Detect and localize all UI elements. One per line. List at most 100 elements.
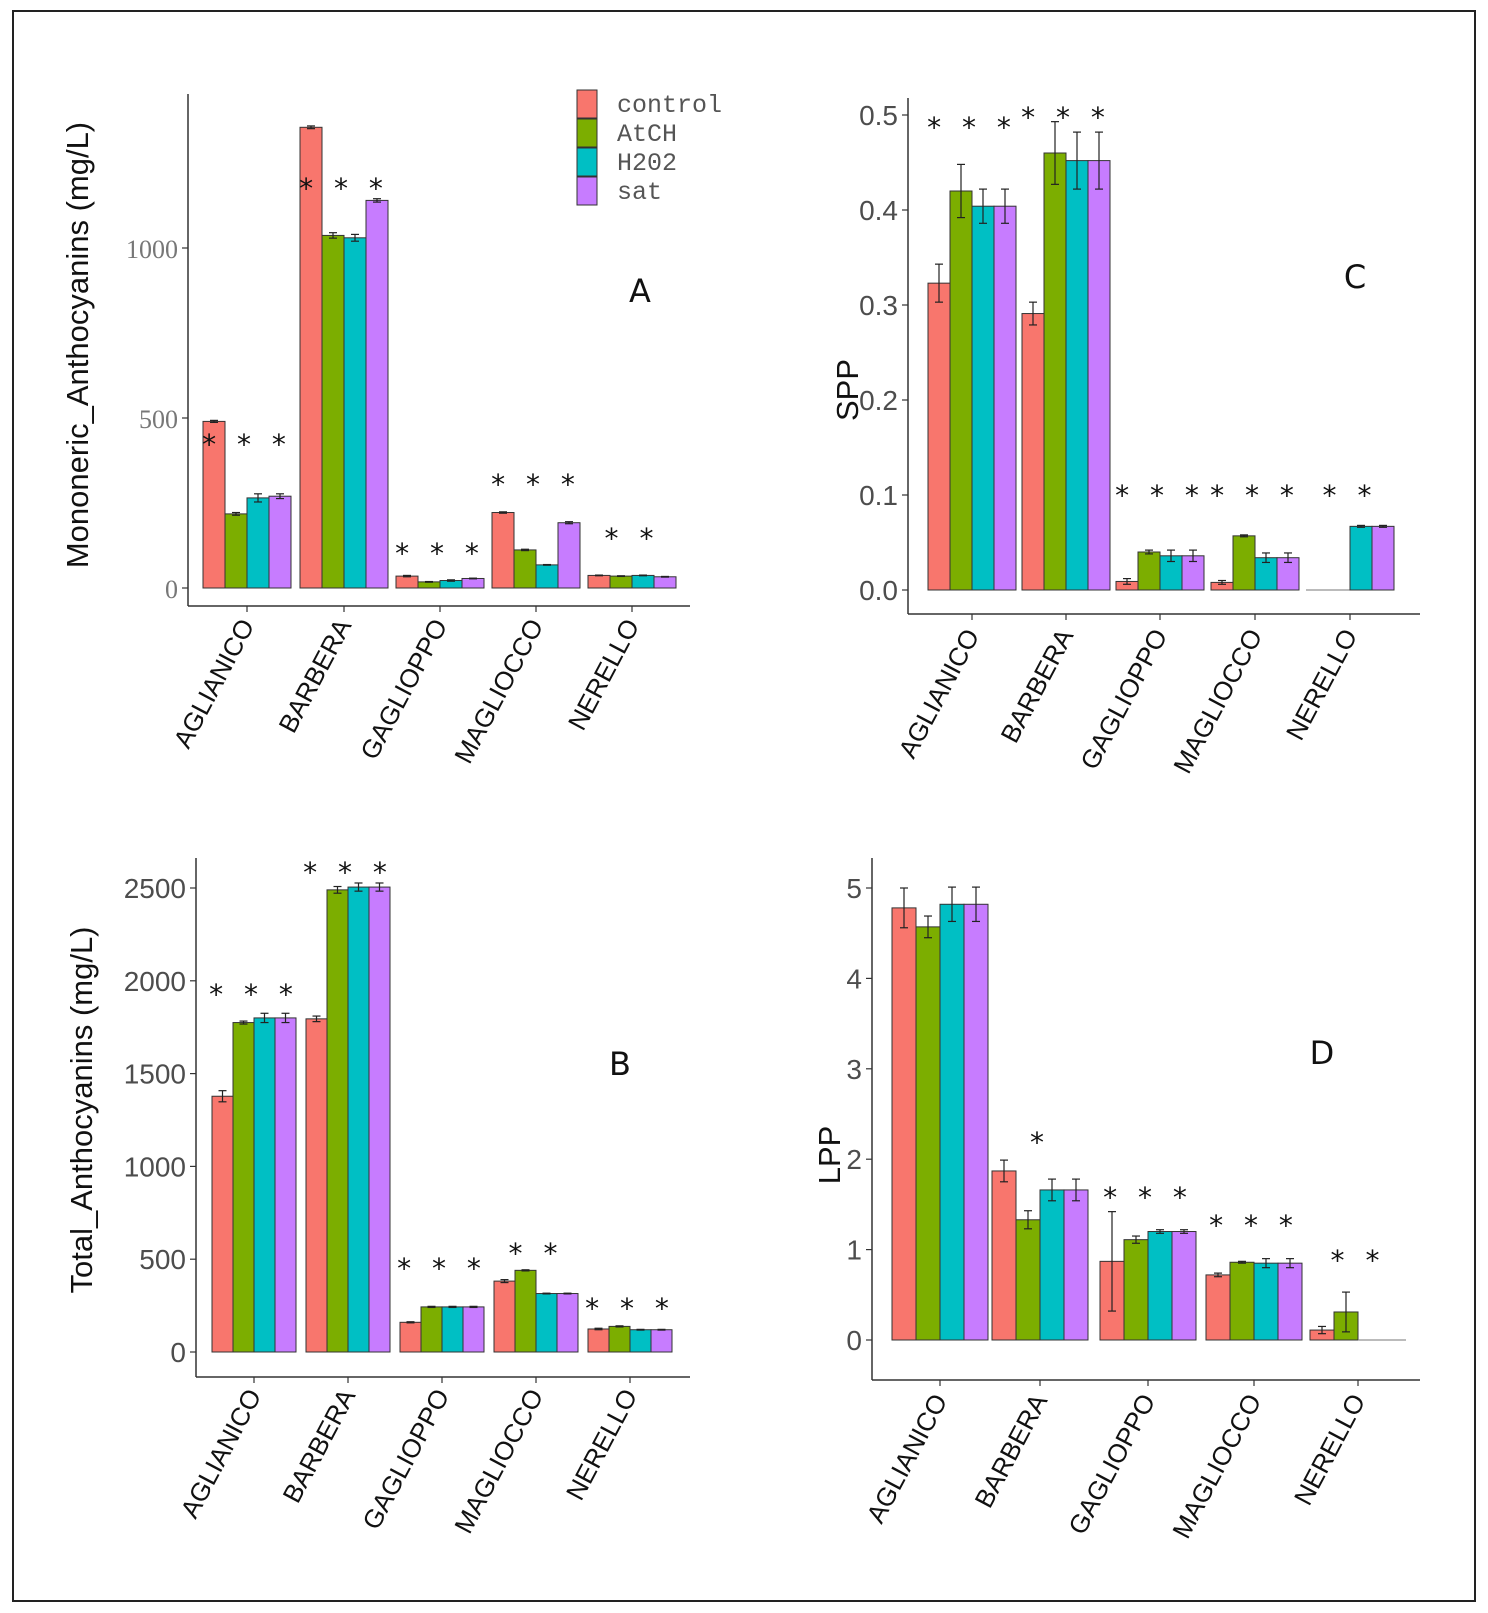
legend-label-H2O2: H202	[617, 149, 677, 178]
bar-sat	[461, 577, 485, 589]
bar-H2O2	[971, 205, 995, 591]
bar-H2O2	[1253, 1262, 1279, 1341]
bar-AtCH	[1232, 535, 1256, 591]
bar-sat	[993, 205, 1017, 591]
x-tick-label: AGLIANICO	[892, 624, 985, 763]
panel-a: 0 500 1000 Mononeric_Anthocyanins (mg/L) AGL…	[60, 89, 722, 768]
bar-control	[493, 1280, 516, 1353]
significance-label: *	[1030, 1126, 1050, 1159]
bar-AtCH	[321, 234, 345, 589]
panel-letter: B	[609, 1045, 631, 1083]
bar-sat	[556, 1293, 579, 1353]
significance-label: * * *	[303, 856, 393, 889]
bar-control	[1021, 313, 1045, 591]
bar-AtCH	[1015, 1219, 1041, 1341]
y-tick-label: 2500	[124, 873, 186, 904]
x-tick-label: AGLIANICO	[174, 1384, 267, 1523]
bar-H2O2	[253, 1017, 276, 1353]
x-tick-label: BARBERA	[276, 1383, 361, 1507]
bar-sat	[963, 903, 989, 1341]
bar-AtCH	[949, 190, 973, 591]
x-tick-label: BARBERA	[968, 1388, 1053, 1512]
significance-label: * * *	[202, 428, 292, 461]
x-tick-label: MAGLIOCCO	[1167, 624, 1268, 778]
panel-d: 0 1 2 3 4 5 LPP AGLIANICO BARBERA * GAGLIOPPO * * *…	[812, 858, 1420, 1543]
y-tick-label: 1000	[126, 235, 178, 264]
significance-label: * * *	[1210, 479, 1300, 512]
bar-sat	[365, 199, 389, 589]
bar-AtCH	[915, 926, 941, 1341]
x-tick-label: NERELLO	[1280, 624, 1363, 745]
y-tick-label: 0.3	[859, 290, 898, 321]
bar-group-nerello	[587, 1325, 673, 1353]
significance-label: * * *	[491, 468, 581, 501]
x-tick-label: MAGLIOCCO	[448, 614, 549, 768]
bar-sat	[653, 576, 677, 589]
y-axis-label: SPP	[830, 359, 865, 421]
bar-control	[491, 512, 515, 589]
bar-H2O2	[246, 497, 270, 589]
significance-label: * *	[1331, 1244, 1386, 1277]
y-tick-label: 0.1	[859, 480, 898, 511]
bar-sat	[1277, 1262, 1303, 1341]
bar-sat	[268, 495, 292, 589]
significance-label: * * *	[1115, 479, 1205, 512]
bar-group-aglianico	[211, 1012, 297, 1353]
bar-H2O2	[631, 574, 655, 589]
significance-label: * *	[1323, 479, 1378, 512]
significance-label: * * *	[927, 111, 1017, 144]
significance-label: * * *	[299, 172, 389, 205]
y-tick-label: 5	[846, 873, 862, 904]
y-tick-label: 0	[165, 575, 178, 604]
bar-control	[587, 574, 611, 589]
bar-control	[399, 1321, 422, 1353]
bar-control	[587, 1328, 610, 1353]
bar-H2O2	[535, 1293, 558, 1353]
bar-sat	[1171, 1231, 1197, 1341]
legend-label-sat: sat	[617, 178, 662, 207]
y-tick-label: 2	[846, 1144, 862, 1175]
bar-control	[891, 907, 917, 1341]
bar-group-gaglioppo	[399, 1305, 485, 1353]
y-tick-label: 1000	[124, 1151, 186, 1182]
bar-sat	[650, 1329, 673, 1353]
bar-control	[305, 1018, 328, 1353]
y-tick-label: 0	[170, 1337, 186, 1368]
bar-H2O2	[441, 1306, 464, 1353]
bar-AtCH	[1043, 152, 1067, 591]
bar-group-nerello	[1309, 1291, 1406, 1341]
y-tick-label: 2000	[124, 966, 186, 997]
bar-group-magliocco	[1210, 534, 1300, 591]
bar-H2O2	[1349, 525, 1373, 591]
bar-AtCH	[608, 1325, 631, 1353]
y-tick-label: 1500	[124, 1059, 186, 1090]
bar-group-barbera	[305, 882, 391, 1353]
x-tick-label: MAGLIOCCO	[1166, 1389, 1267, 1543]
bar-AtCH	[513, 549, 537, 589]
bar-sat	[368, 886, 391, 1353]
legend-swatch-control	[576, 89, 598, 119]
bar-group-magliocco	[491, 511, 581, 589]
x-tick-label: GAGLIOPPO	[1074, 624, 1173, 775]
bar-H2O2	[535, 564, 559, 589]
bar-control	[395, 575, 419, 589]
bar-group-nerello	[1306, 524, 1395, 591]
bar-group-nerello	[587, 574, 677, 589]
significance-label: * *	[605, 522, 660, 555]
bar-sat	[1087, 160, 1111, 591]
bar-H2O2	[1039, 1189, 1065, 1341]
panel-letter: C	[1344, 258, 1366, 296]
x-tick-label: BARBERA	[994, 623, 1079, 747]
legend-swatch-AtCH	[576, 118, 598, 148]
bar-group-aglianico	[891, 886, 989, 1341]
panel-letter: D	[1310, 1034, 1335, 1072]
bar-group-barbera	[991, 1159, 1089, 1341]
x-tick-label: AGLIANICO	[860, 1389, 953, 1528]
bar-group-gaglioppo	[395, 574, 485, 589]
legend-label-control: control	[617, 91, 722, 120]
significance-label: * * *	[209, 978, 299, 1011]
bar-control	[991, 1170, 1017, 1341]
bar-H2O2	[347, 886, 370, 1353]
x-tick-label: MAGLIOCCO	[448, 1384, 549, 1538]
figure-frame	[12, 10, 1476, 1602]
